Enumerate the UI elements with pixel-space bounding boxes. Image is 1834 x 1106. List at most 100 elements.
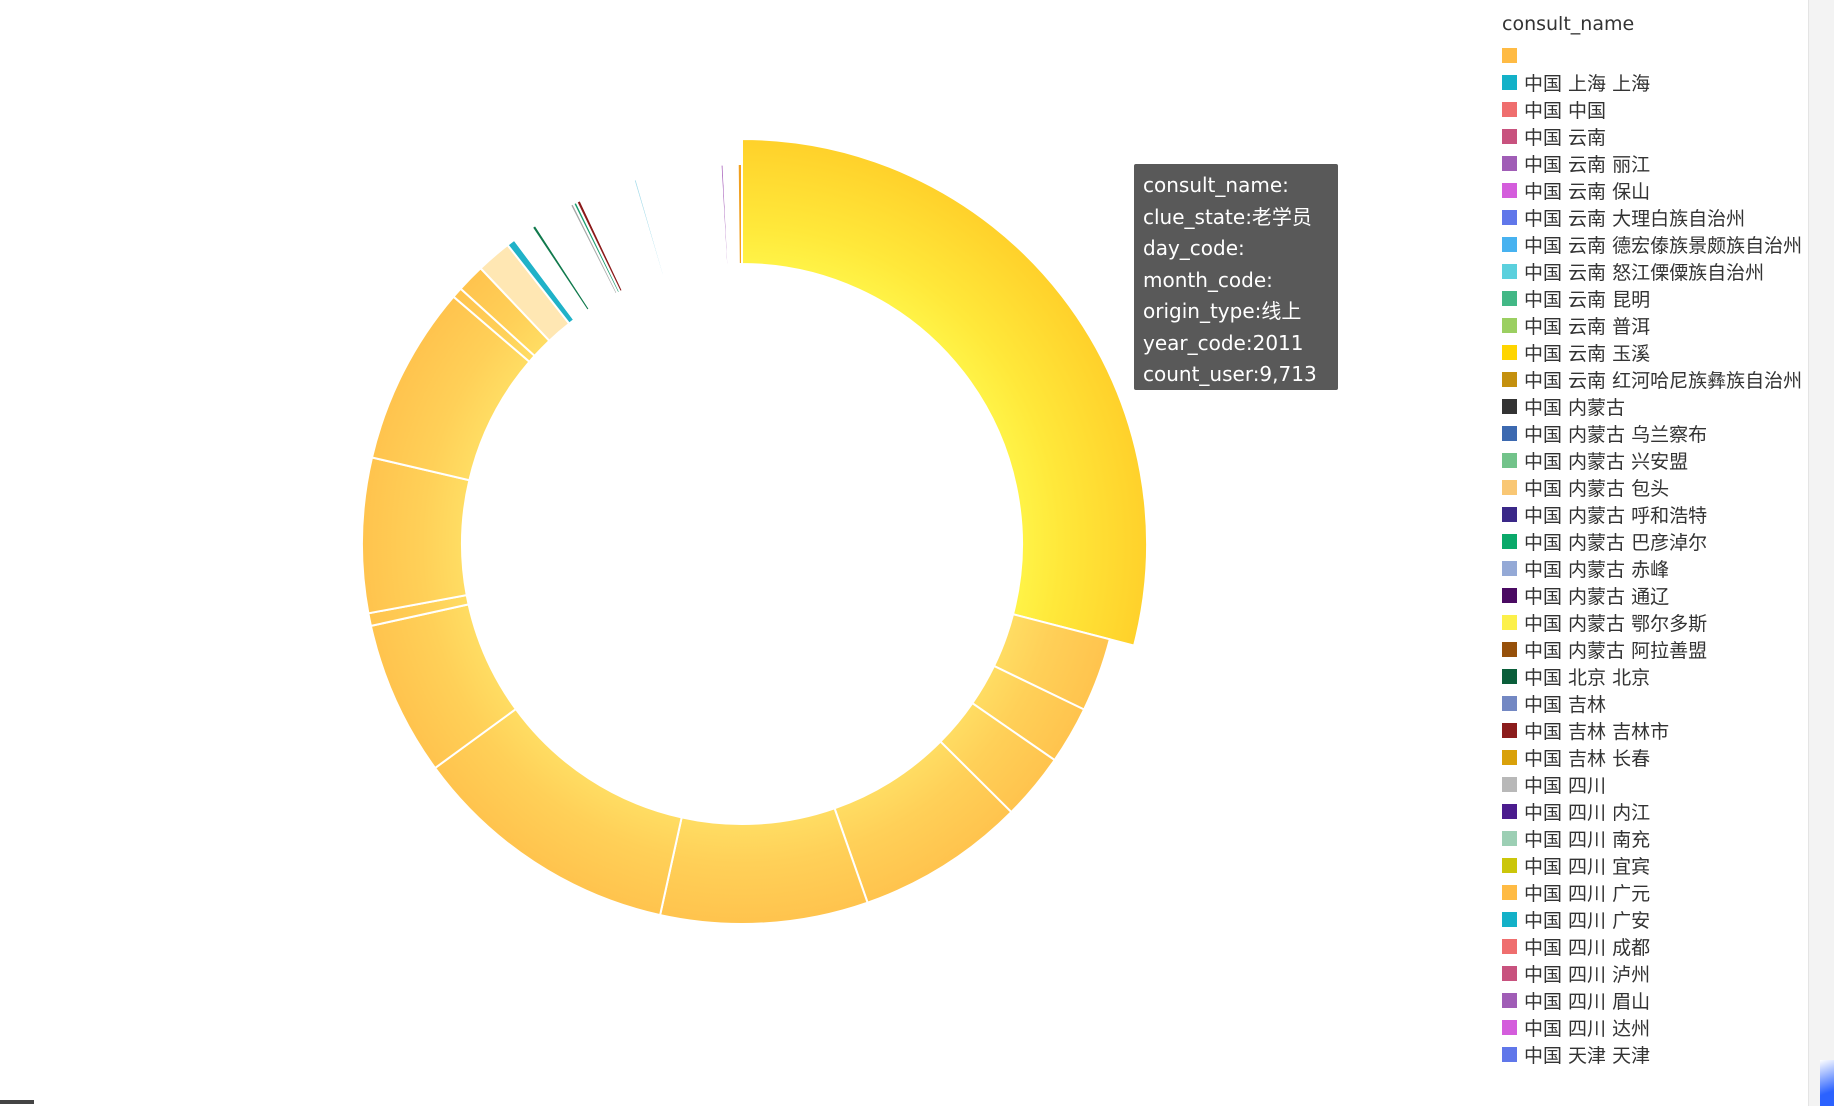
legend-item[interactable]: 中国 云南 普洱 bbox=[1502, 312, 1808, 339]
legend-label: 中国 四川 内江 bbox=[1524, 802, 1651, 824]
legend-label: 中国 四川 成都 bbox=[1524, 937, 1651, 959]
legend-swatch bbox=[1502, 669, 1517, 684]
scrollbar-track[interactable] bbox=[1808, 0, 1834, 1106]
legend-label: 中国 四川 泸州 bbox=[1524, 964, 1651, 986]
legend-swatch bbox=[1502, 345, 1517, 360]
pie-slice[interactable] bbox=[658, 806, 869, 925]
legend-label: 中国 云南 大理白族自治州 bbox=[1524, 208, 1746, 230]
pie-slice[interactable] bbox=[361, 456, 471, 615]
legend-item[interactable]: 中国 四川 宜宾 bbox=[1502, 852, 1808, 879]
legend-item[interactable]: 中国 云南 昆明 bbox=[1502, 285, 1808, 312]
legend-item[interactable]: 中国 内蒙古 包头 bbox=[1502, 474, 1808, 501]
legend-item[interactable]: 中国 四川 广安 bbox=[1502, 906, 1808, 933]
legend-swatch bbox=[1502, 885, 1517, 900]
legend-swatch bbox=[1502, 831, 1517, 846]
legend-label: 中国 四川 宜宾 bbox=[1524, 856, 1651, 878]
legend-label: 中国 吉林 bbox=[1524, 694, 1607, 716]
legend-item[interactable]: 中国 四川 泸州 bbox=[1502, 960, 1808, 987]
legend-item[interactable]: 中国 北京 北京 bbox=[1502, 663, 1808, 690]
legend-item[interactable]: 中国 四川 广元 bbox=[1502, 879, 1808, 906]
pie-slice[interactable] bbox=[736, 162, 743, 266]
legend-title: consult_name bbox=[1502, 13, 1635, 35]
legend-item[interactable]: 中国 内蒙古 乌兰察布 bbox=[1502, 420, 1808, 447]
legend-item[interactable]: 中国 内蒙古 赤峰 bbox=[1502, 555, 1808, 582]
legend-label: 中国 中国 bbox=[1524, 100, 1607, 122]
legend-label: 中国 云南 怒江傈僳族自治州 bbox=[1524, 262, 1765, 284]
legend-item[interactable]: 中国 云南 德宏傣族景颇族自治州 bbox=[1502, 231, 1808, 258]
legend-swatch bbox=[1502, 1020, 1517, 1035]
tooltip-count-user: count_user:9,713 bbox=[1143, 362, 1317, 386]
legend-item[interactable]: 中国 四川 bbox=[1502, 771, 1808, 798]
legend-item[interactable]: 中国 内蒙古 兴安盟 bbox=[1502, 447, 1808, 474]
legend-label: 中国 云南 丽江 bbox=[1524, 154, 1651, 176]
legend-swatch bbox=[1502, 183, 1517, 198]
legend: consult_name 中国 上海 上海 中国 中国 中国 云南 中国 云南 丽江中… bbox=[1502, 10, 1808, 1068]
tooltip-day-code: day_code: bbox=[1143, 236, 1245, 260]
legend-item[interactable]: 中国 吉林 bbox=[1502, 690, 1808, 717]
legend-swatch bbox=[1502, 129, 1517, 144]
legend-item[interactable]: 中国 云南 bbox=[1502, 123, 1808, 150]
legend-label: 中国 内蒙古 阿拉善盟 bbox=[1524, 640, 1708, 662]
legend-swatch bbox=[1502, 156, 1517, 171]
legend-label: 中国 内蒙古 通辽 bbox=[1524, 586, 1670, 608]
legend-swatch bbox=[1502, 723, 1517, 738]
legend-swatch bbox=[1502, 561, 1517, 576]
legend-swatch bbox=[1502, 372, 1517, 387]
legend-item[interactable]: 中国 天津 天津 bbox=[1502, 1041, 1808, 1068]
legend-swatch bbox=[1502, 264, 1517, 279]
legend-item[interactable] bbox=[1502, 42, 1808, 69]
tooltip-origin-type: origin_type:线上 bbox=[1143, 299, 1302, 323]
legend-item[interactable]: 中国 云南 红河哈尼族彝族自治州 bbox=[1502, 366, 1808, 393]
legend-label: 中国 四川 达州 bbox=[1524, 1018, 1651, 1040]
tooltip-consult-name: consult_name: bbox=[1143, 173, 1289, 197]
legend-item[interactable]: 中国 内蒙古 鄂尔多斯 bbox=[1502, 609, 1808, 636]
legend-item[interactable]: 中国 四川 南充 bbox=[1502, 825, 1808, 852]
legend-item[interactable]: 中国 吉林 长春 bbox=[1502, 744, 1808, 771]
legend-label: 中国 北京 北京 bbox=[1524, 667, 1651, 689]
legend-swatch bbox=[1502, 507, 1517, 522]
legend-item[interactable]: 中国 吉林 吉林市 bbox=[1502, 717, 1808, 744]
legend-swatch bbox=[1502, 588, 1517, 603]
legend-swatch bbox=[1502, 804, 1517, 819]
legend-swatch bbox=[1502, 1047, 1517, 1062]
legend-item[interactable]: 中国 云南 保山 bbox=[1502, 177, 1808, 204]
legend-item[interactable]: 中国 云南 怒江傈僳族自治州 bbox=[1502, 258, 1808, 285]
legend-item[interactable]: 中国 内蒙古 呼和浩特 bbox=[1502, 501, 1808, 528]
legend-swatch bbox=[1502, 966, 1517, 981]
legend-label: 中国 四川 广元 bbox=[1524, 883, 1651, 905]
legend-swatch bbox=[1502, 102, 1517, 117]
legend-swatch bbox=[1502, 858, 1517, 873]
legend-label: 中国 内蒙古 兴安盟 bbox=[1524, 451, 1689, 473]
legend-label: 中国 吉林 长春 bbox=[1524, 748, 1651, 770]
legend-item[interactable]: 中国 内蒙古 阿拉善盟 bbox=[1502, 636, 1808, 663]
legend-item[interactable]: 中国 云南 玉溪 bbox=[1502, 339, 1808, 366]
legend-item[interactable]: 中国 上海 上海 bbox=[1502, 69, 1808, 96]
scrollbar-thumb[interactable] bbox=[1820, 1060, 1834, 1106]
pie-slice[interactable] bbox=[741, 137, 1148, 647]
legend-item[interactable]: 中国 四川 眉山 bbox=[1502, 987, 1808, 1014]
legend-item[interactable]: 中国 内蒙古 巴彦淖尔 bbox=[1502, 528, 1808, 555]
legend-item[interactable]: 中国 四川 成都 bbox=[1502, 933, 1808, 960]
tooltip-clue-state: clue_state:老学员 bbox=[1143, 204, 1312, 229]
legend-label: 中国 内蒙古 赤峰 bbox=[1524, 559, 1670, 581]
legend-swatch bbox=[1502, 993, 1517, 1008]
legend-item[interactable]: 中国 云南 大理白族自治州 bbox=[1502, 204, 1808, 231]
tooltip-year-code: year_code:2011 bbox=[1143, 330, 1304, 355]
legend-swatch bbox=[1502, 210, 1517, 225]
legend-item[interactable]: 中国 云南 丽江 bbox=[1502, 150, 1808, 177]
legend-item[interactable]: 中国 中国 bbox=[1502, 96, 1808, 123]
legend-swatch bbox=[1502, 939, 1517, 954]
legend-label: 中国 四川 广安 bbox=[1524, 910, 1651, 932]
legend-item[interactable]: 中国 四川 达州 bbox=[1502, 1014, 1808, 1041]
legend-item[interactable]: 中国 四川 内江 bbox=[1502, 798, 1808, 825]
legend-swatch bbox=[1502, 480, 1517, 495]
legend-label: 中国 内蒙古 鄂尔多斯 bbox=[1524, 613, 1708, 635]
legend-swatch bbox=[1502, 426, 1517, 441]
legend-items: 中国 上海 上海中国 中国 中国 云南中国 云南 丽江 中国 云南 保山中国 云南 … bbox=[1502, 42, 1808, 1068]
donut-slices bbox=[361, 137, 1148, 925]
legend-item[interactable]: 中国 内蒙古 bbox=[1502, 393, 1808, 420]
legend-label: 中国 云南 保山 bbox=[1524, 181, 1651, 203]
legend-item[interactable]: 中国 内蒙古 通辽 bbox=[1502, 582, 1808, 609]
legend-label: 中国 内蒙古 乌兰察布 bbox=[1524, 424, 1708, 446]
